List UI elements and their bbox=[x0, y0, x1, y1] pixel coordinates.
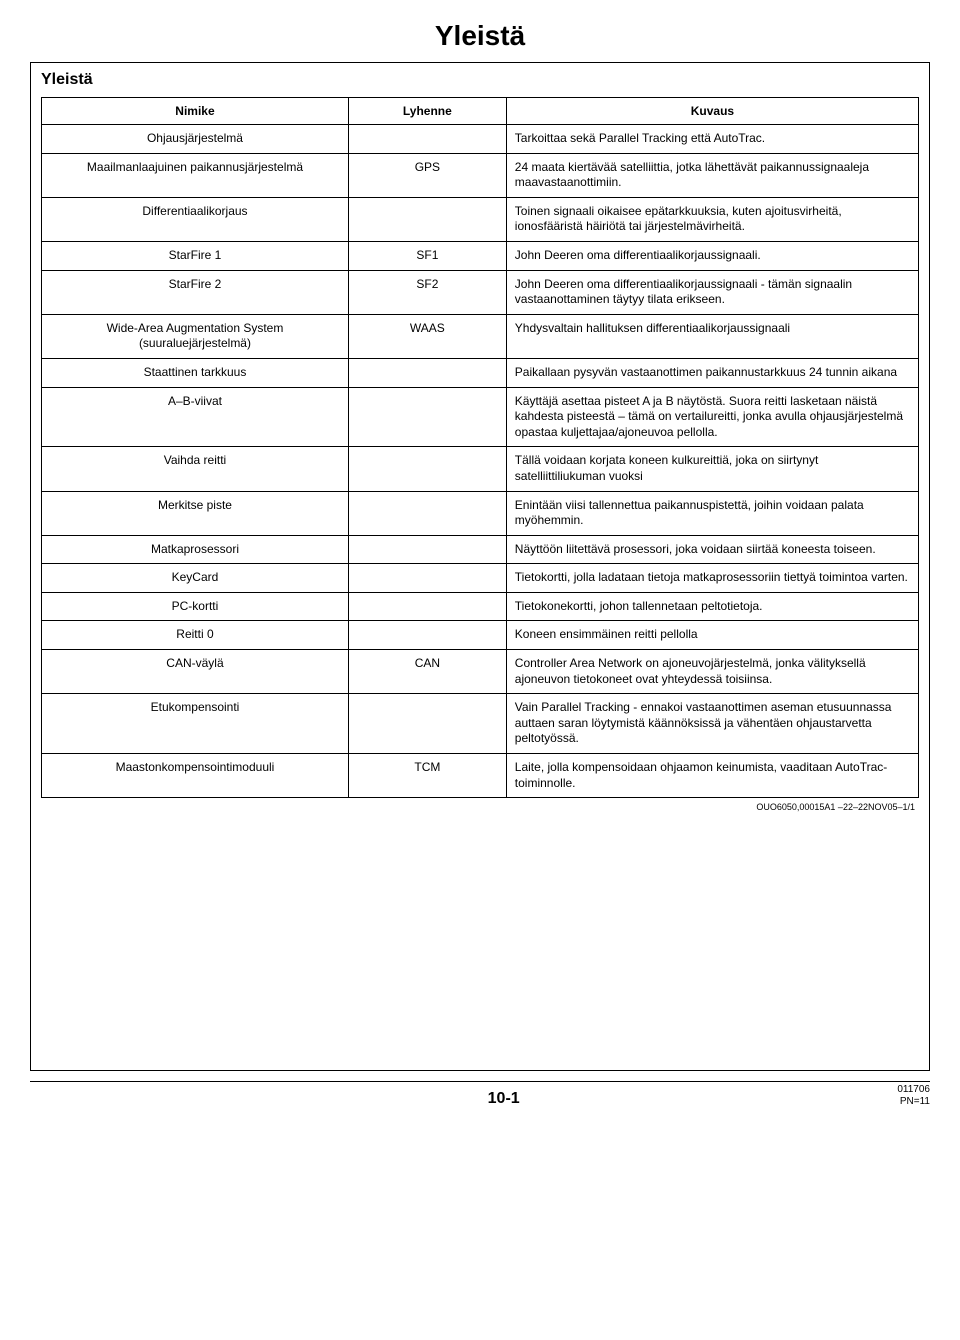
cell-lyhenne bbox=[348, 358, 506, 387]
cell-lyhenne: CAN bbox=[348, 650, 506, 694]
table-row: Merkitse piste Enintään viisi tallennettu… bbox=[42, 491, 919, 535]
cell-kuvaus: Tarkoittaa sekä Parallel Tracking että A… bbox=[506, 125, 918, 154]
cell-nimike: CAN-väylä bbox=[42, 650, 349, 694]
cell-lyhenne: TCM bbox=[348, 754, 506, 798]
cell-nimike: StarFire 2 bbox=[42, 270, 349, 314]
cell-nimike: Etukompensointi bbox=[42, 694, 349, 754]
cell-nimike: StarFire 1 bbox=[42, 241, 349, 270]
table-row: CAN-väyläCANController Area Network on a… bbox=[42, 650, 919, 694]
cell-nimike: KeyCard bbox=[42, 564, 349, 593]
table-header-row: Nimike Lyhenne Kuvaus bbox=[42, 98, 919, 125]
cell-kuvaus: Toinen signaali oikaisee epätarkkuuksia,… bbox=[506, 197, 918, 241]
footer-date-code: 011706 bbox=[897, 1084, 930, 1096]
cell-kuvaus: Näyttöön liitettävä prosessori, joka voi… bbox=[506, 535, 918, 564]
table-row: Staattinen tarkkuus Paikallaan pysyvän va… bbox=[42, 358, 919, 387]
cell-kuvaus: Vain Parallel Tracking - ennakoi vastaan… bbox=[506, 694, 918, 754]
table-row: Wide-Area Augmentation System (suuraluej… bbox=[42, 314, 919, 358]
table-row: PC-kortti Tietokonekortti, johon tallenne… bbox=[42, 592, 919, 621]
cell-nimike: Maastonkompensointimoduuli bbox=[42, 754, 349, 798]
table-row: Vaihda reitti Tällä voidaan korjata konee… bbox=[42, 447, 919, 491]
table-row: MaastonkompensointimoduuliTCMLaite, joll… bbox=[42, 754, 919, 798]
cell-lyhenne: SF2 bbox=[348, 270, 506, 314]
cell-nimike: Differentiaalikorjaus bbox=[42, 197, 349, 241]
table-row: Maailmanlaajuinen paikannusjärjestelmäGP… bbox=[42, 153, 919, 197]
cell-kuvaus: Yhdysvaltain hallituksen differentiaalik… bbox=[506, 314, 918, 358]
table-row: Etukompensointi Vain Parallel Tracking - … bbox=[42, 694, 919, 754]
cell-lyhenne bbox=[348, 564, 506, 593]
document-page: Yleistä Yleistä Nimike Lyhenne Kuvaus Oh… bbox=[0, 0, 960, 1138]
cell-kuvaus: Enintään viisi tallennettua paikannuspis… bbox=[506, 491, 918, 535]
section-title: Yleistä bbox=[41, 71, 919, 89]
cell-kuvaus: Käyttäjä asettaa pisteet A ja B näytöstä… bbox=[506, 387, 918, 447]
table-row: Ohjausjärjestelmä Tarkoittaa sekä Paralle… bbox=[42, 125, 919, 154]
table-body: Ohjausjärjestelmä Tarkoittaa sekä Paralle… bbox=[42, 125, 919, 798]
col-header-lyhenne: Lyhenne bbox=[348, 98, 506, 125]
definitions-table: Nimike Lyhenne Kuvaus Ohjausjärjestelmä T… bbox=[41, 97, 919, 798]
footer-page-number: 10-1 bbox=[488, 1090, 520, 1108]
table-row: StarFire 1SF1John Deeren oma differentia… bbox=[42, 241, 919, 270]
cell-kuvaus: 24 maata kiertävää satelliittia, jotka l… bbox=[506, 153, 918, 197]
cell-nimike: Maailmanlaajuinen paikannusjärjestelmä bbox=[42, 153, 349, 197]
cell-lyhenne bbox=[348, 621, 506, 650]
cell-kuvaus: Tietokortti, jolla ladataan tietoja matk… bbox=[506, 564, 918, 593]
cell-lyhenne bbox=[348, 447, 506, 491]
cell-kuvaus: Tietokonekortti, johon tallennetaan pelt… bbox=[506, 592, 918, 621]
table-row: Differentiaalikorjaus Toinen signaali oik… bbox=[42, 197, 919, 241]
cell-kuvaus: John Deeren oma differentiaalikorjaussig… bbox=[506, 241, 918, 270]
cell-lyhenne bbox=[348, 491, 506, 535]
cell-nimike: Wide-Area Augmentation System (suuraluej… bbox=[42, 314, 349, 358]
cell-kuvaus: Paikallaan pysyvän vastaanottimen paikan… bbox=[506, 358, 918, 387]
table-row: StarFire 2SF2John Deeren oma differentia… bbox=[42, 270, 919, 314]
cell-lyhenne: SF1 bbox=[348, 241, 506, 270]
cell-nimike: Vaihda reitti bbox=[42, 447, 349, 491]
cell-lyhenne bbox=[348, 387, 506, 447]
cell-lyhenne bbox=[348, 535, 506, 564]
page-title: Yleistä bbox=[30, 20, 930, 52]
table-row: Reitti 0 Koneen ensimmäinen reitti pellol… bbox=[42, 621, 919, 650]
cell-nimike: Staattinen tarkkuus bbox=[42, 358, 349, 387]
cell-lyhenne: GPS bbox=[348, 153, 506, 197]
cell-nimike: Reitti 0 bbox=[42, 621, 349, 650]
cell-lyhenne bbox=[348, 197, 506, 241]
blank-space bbox=[41, 812, 919, 1062]
cell-nimike: A–B-viivat bbox=[42, 387, 349, 447]
cell-lyhenne bbox=[348, 694, 506, 754]
cell-kuvaus: Koneen ensimmäinen reitti pellolla bbox=[506, 621, 918, 650]
cell-kuvaus: Controller Area Network on ajoneuvojärje… bbox=[506, 650, 918, 694]
cell-lyhenne bbox=[348, 125, 506, 154]
table-row: Matkaprosessori Näyttöön liitettävä prose… bbox=[42, 535, 919, 564]
cell-nimike: Ohjausjärjestelmä bbox=[42, 125, 349, 154]
table-row: KeyCard Tietokortti, jolla ladataan tieto… bbox=[42, 564, 919, 593]
section-box: Yleistä Nimike Lyhenne Kuvaus Ohjausjärj… bbox=[30, 62, 930, 1071]
table-row: A–B-viivat Käyttäjä asettaa pisteet A ja … bbox=[42, 387, 919, 447]
cell-lyhenne bbox=[348, 592, 506, 621]
cell-lyhenne: WAAS bbox=[348, 314, 506, 358]
reference-code: OUO6050,00015A1 –22–22NOV05–1/1 bbox=[41, 802, 919, 812]
footer-right: 011706 PN=11 bbox=[897, 1084, 930, 1108]
footer-pn: PN=11 bbox=[897, 1096, 930, 1108]
page-footer: 10-1 011706 PN=11 bbox=[30, 1081, 930, 1108]
cell-kuvaus: Tällä voidaan korjata koneen kulkureitti… bbox=[506, 447, 918, 491]
col-header-nimike: Nimike bbox=[42, 98, 349, 125]
cell-nimike: PC-kortti bbox=[42, 592, 349, 621]
cell-kuvaus: Laite, jolla kompensoidaan ohjaamon kein… bbox=[506, 754, 918, 798]
cell-nimike: Matkaprosessori bbox=[42, 535, 349, 564]
cell-nimike: Merkitse piste bbox=[42, 491, 349, 535]
cell-kuvaus: John Deeren oma differentiaalikorjaussig… bbox=[506, 270, 918, 314]
col-header-kuvaus: Kuvaus bbox=[506, 98, 918, 125]
